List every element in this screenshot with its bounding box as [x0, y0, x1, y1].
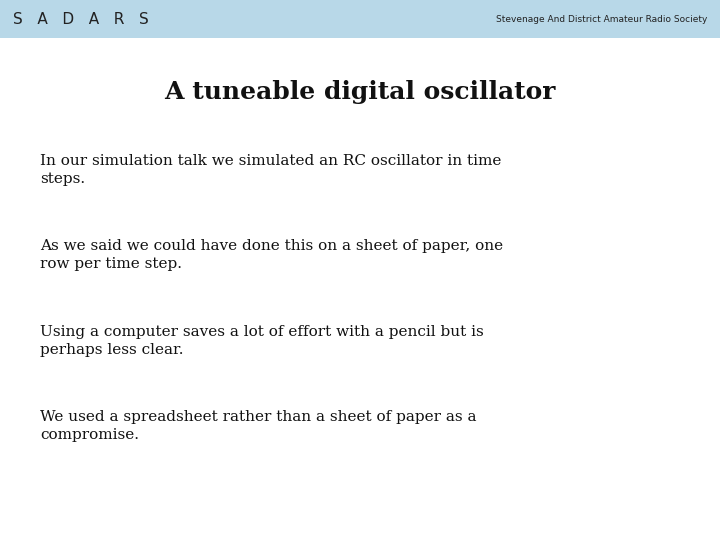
FancyBboxPatch shape — [0, 38, 720, 540]
Text: S   A   D   A   R   S: S A D A R S — [13, 11, 149, 26]
Text: A tuneable digital oscillator: A tuneable digital oscillator — [164, 80, 556, 104]
FancyBboxPatch shape — [0, 0, 720, 38]
Text: In our simulation talk we simulated an RC oscillator in time
steps.: In our simulation talk we simulated an R… — [40, 154, 502, 186]
Text: We used a spreadsheet rather than a sheet of paper as a
compromise.: We used a spreadsheet rather than a shee… — [40, 410, 477, 442]
Text: As we said we could have done this on a sheet of paper, one
row per time step.: As we said we could have done this on a … — [40, 239, 503, 271]
Text: Stevenage And District Amateur Radio Society: Stevenage And District Amateur Radio Soc… — [495, 15, 707, 24]
Text: Using a computer saves a lot of effort with a pencil but is
perhaps less clear.: Using a computer saves a lot of effort w… — [40, 325, 484, 356]
